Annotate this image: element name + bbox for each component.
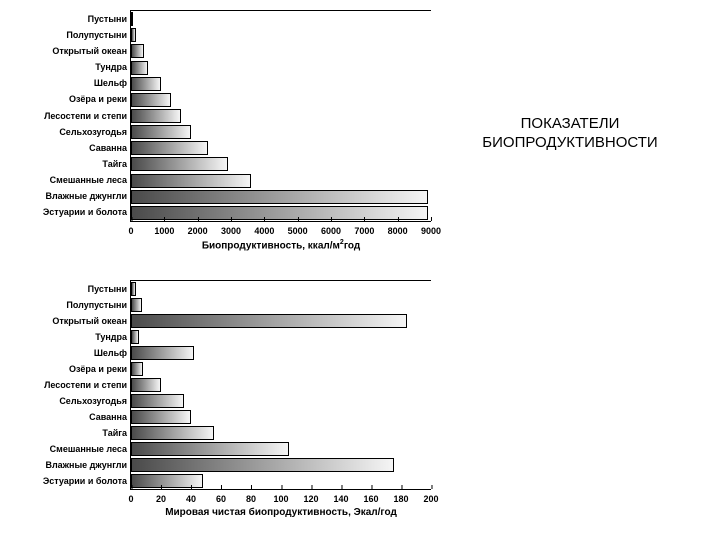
bar <box>131 44 144 58</box>
category-label: Смешанные леса <box>50 445 131 454</box>
bar <box>131 346 194 360</box>
x-axis-label: Биопродуктивность, ккал/м2год <box>131 221 431 251</box>
category-label: Тундра <box>95 63 131 72</box>
category-label: Полупустыни <box>66 31 131 40</box>
bar <box>131 61 148 75</box>
page-title: ПОКАЗАТЕЛИ БИОПРОДУКТИВНОСТИ <box>440 115 700 153</box>
bar <box>131 426 214 440</box>
category-label: Пустыни <box>88 15 131 24</box>
bar <box>131 157 228 171</box>
bar <box>131 141 208 155</box>
category-label: Озёра и реки <box>69 95 131 104</box>
category-label: Тундра <box>95 333 131 342</box>
bar <box>131 394 184 408</box>
bar <box>131 298 142 312</box>
bar <box>131 12 133 26</box>
bar <box>131 93 171 107</box>
bar <box>131 362 143 376</box>
bar <box>131 77 161 91</box>
category-label: Саванна <box>89 413 131 422</box>
category-label: Эстуарии и болота <box>43 477 131 486</box>
category-label: Полупустыни <box>66 301 131 310</box>
bar <box>131 282 136 296</box>
bar <box>131 314 407 328</box>
category-label: Эстуарии и болота <box>43 208 131 217</box>
category-label: Открытый океан <box>52 317 131 326</box>
bar <box>131 206 428 220</box>
category-label: Лесостепи и степи <box>44 112 131 121</box>
chart-world-net-bioproductivity: Пустыни Полупустыни Открытый океан Тундра Ше… <box>20 280 431 490</box>
category-label: Саванна <box>89 144 131 153</box>
category-label: Лесостепи и степи <box>44 381 131 390</box>
chart-bioproductivity-per-m2: Пустыни Полупустыни Открытый океан Тундра Ше… <box>20 10 431 222</box>
category-label: Озёра и реки <box>69 365 131 374</box>
bar <box>131 458 394 472</box>
plot-area: ПустыниПолупустыниОткрытый океанТундраШе… <box>130 10 431 222</box>
category-label: Сельхозугодья <box>59 397 131 406</box>
bar <box>131 190 428 204</box>
x-axis-label: Мировая чистая биопродуктивность, Экал/г… <box>131 489 431 518</box>
bar <box>131 109 181 123</box>
page-root: ПОКАЗАТЕЛИ БИОПРОДУКТИВНОСТИ Пустыни Полу… <box>0 0 720 540</box>
category-label: Влажные джунгли <box>45 192 131 201</box>
bar <box>131 174 251 188</box>
bar <box>131 330 139 344</box>
bar <box>131 378 161 392</box>
category-label: Сельхозугодья <box>59 128 131 137</box>
category-label: Пустыни <box>88 285 131 294</box>
category-label: Тайга <box>102 429 131 438</box>
plot-area: ПустыниПолупустыниОткрытый океанТундраШе… <box>130 280 431 490</box>
category-label: Смешанные леса <box>50 176 131 185</box>
category-label: Влажные джунгли <box>45 461 131 470</box>
bar <box>131 28 136 42</box>
category-label: Тайга <box>102 160 131 169</box>
bar <box>131 474 203 488</box>
bar <box>131 125 191 139</box>
bar <box>131 410 191 424</box>
category-label: Открытый океан <box>52 47 131 56</box>
category-label: Шельф <box>94 349 131 358</box>
bar <box>131 442 289 456</box>
category-label: Шельф <box>94 79 131 88</box>
